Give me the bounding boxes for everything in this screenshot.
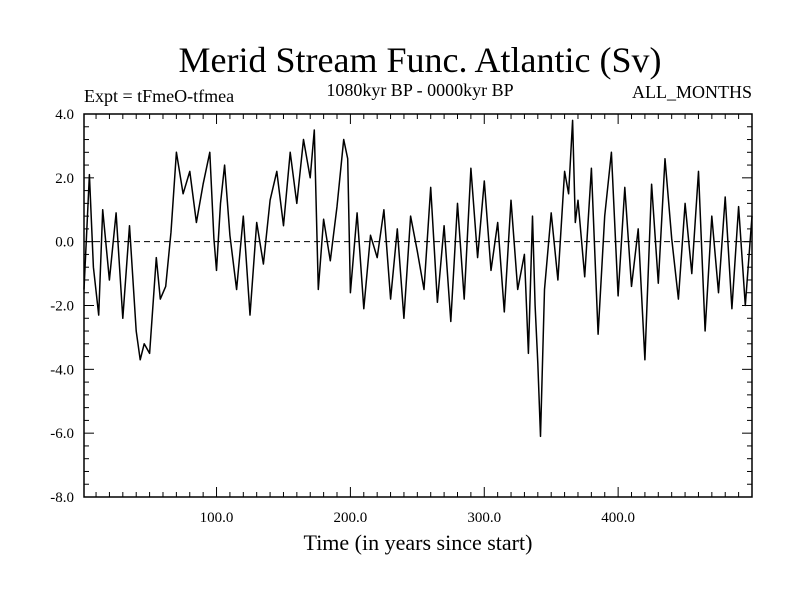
x-tick-label: 200.0 <box>334 510 368 526</box>
x-tick-label: 100.0 <box>200 510 234 526</box>
y-tick-label: -6.0 <box>50 426 74 442</box>
y-tick-label: 2.0 <box>55 171 74 187</box>
series-line-merid-stream-func <box>83 119 753 438</box>
y-axis: 4.0 2.0 0.0 -2.0 -4.0 -6.0 -8.0 <box>50 107 752 506</box>
y-tick-label: 0.0 <box>55 235 74 251</box>
y-tick-label: -2.0 <box>50 299 74 315</box>
experiment-label: Expt = tFmeO-tfmea <box>84 86 234 106</box>
x-axis-label: Time (in years since start) <box>304 530 533 555</box>
y-tick-label: -8.0 <box>50 490 74 506</box>
x-tick-label: 300.0 <box>467 510 501 526</box>
time-range-label: 1080kyr BP - 0000kyr BP <box>326 80 513 100</box>
months-label: ALL_MONTHS <box>632 82 752 102</box>
y-tick-label: 4.0 <box>55 107 74 123</box>
x-axis: 100.0 200.0 300.0 400.0 <box>95 114 753 526</box>
chart-title: Merid Stream Func. Atlantic (Sv) <box>179 40 662 80</box>
plot-frame <box>83 113 753 498</box>
x-tick-label: 400.0 <box>601 510 635 526</box>
y-tick-label: -4.0 <box>50 362 74 378</box>
